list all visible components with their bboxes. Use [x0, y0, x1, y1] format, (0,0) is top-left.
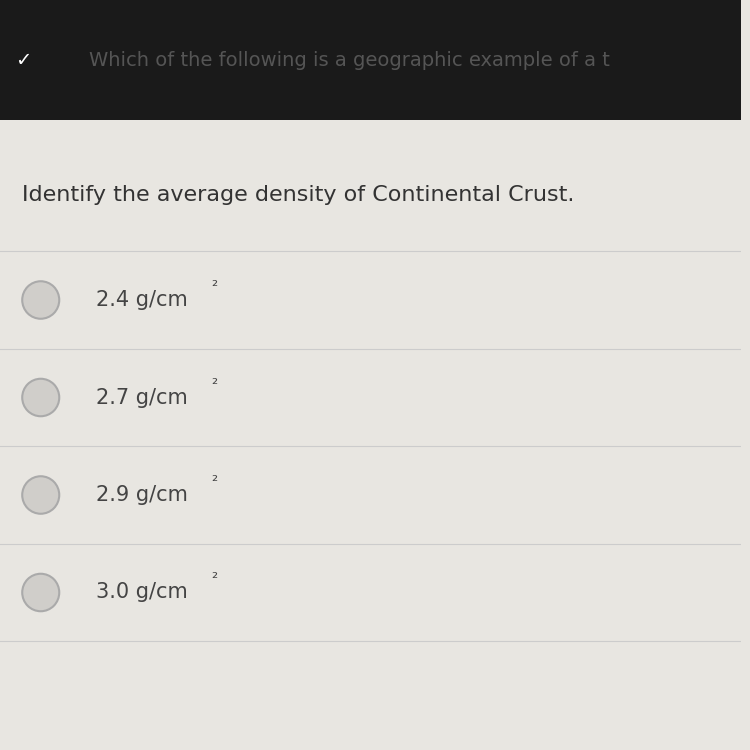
- Text: ²: ²: [211, 279, 218, 294]
- Text: 2.4 g/cm: 2.4 g/cm: [96, 290, 188, 310]
- Text: ²: ²: [211, 474, 218, 489]
- Text: ²: ²: [211, 572, 218, 586]
- Text: ²: ²: [211, 376, 218, 392]
- Circle shape: [22, 379, 59, 416]
- Circle shape: [22, 476, 59, 514]
- Circle shape: [22, 574, 59, 611]
- Text: 2.9 g/cm: 2.9 g/cm: [96, 485, 188, 505]
- Text: ✓: ✓: [15, 50, 32, 70]
- Text: 3.0 g/cm: 3.0 g/cm: [96, 583, 188, 602]
- Text: Which of the following is a geographic example of a t: Which of the following is a geographic e…: [88, 50, 610, 70]
- FancyBboxPatch shape: [0, 0, 740, 120]
- Text: Identify the average density of Continental Crust.: Identify the average density of Continen…: [22, 185, 574, 205]
- Circle shape: [22, 281, 59, 319]
- Text: 2.7 g/cm: 2.7 g/cm: [96, 388, 188, 407]
